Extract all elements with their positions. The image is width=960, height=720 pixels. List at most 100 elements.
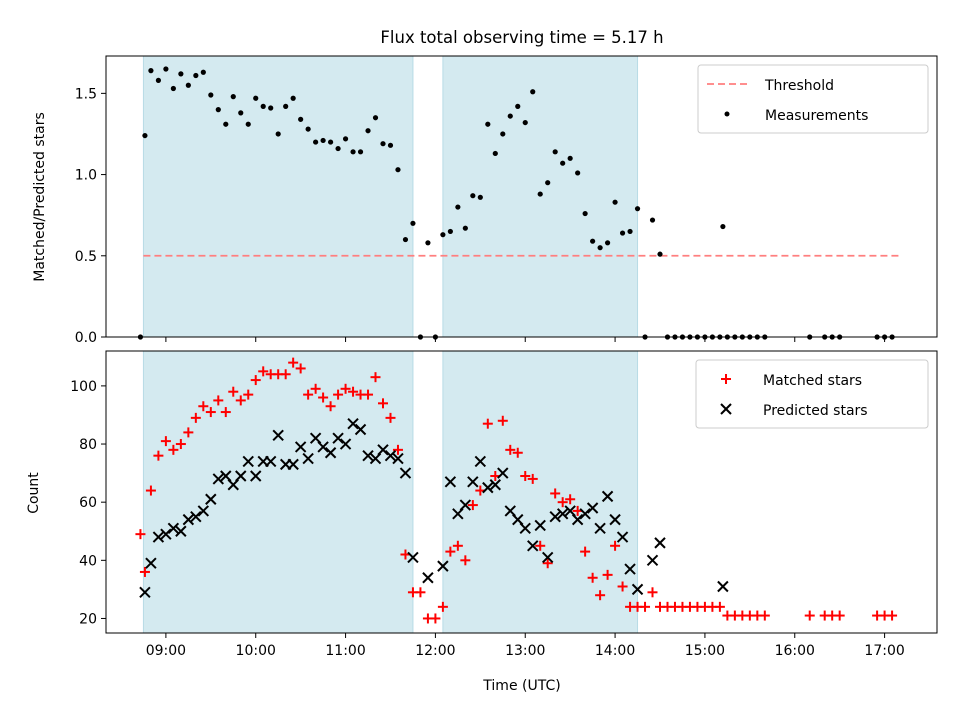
ratio-plot-frame [105,55,938,338]
matched-star-point [139,566,150,577]
measurement-point [590,238,596,244]
measurement-point [657,251,663,257]
predicted-star-point [571,513,584,526]
y-tick-label: 0.0 [75,330,97,346]
measurement-point [619,230,626,236]
matched-star-point [378,398,388,409]
predicted-star-point [616,531,629,543]
matched-star-point [235,395,246,406]
measurement-point [185,82,191,88]
y-tick-label: 40 [79,553,97,569]
measurement-point [335,145,341,152]
measurement-point [470,193,476,199]
measurement-point [350,149,356,155]
matched-star-point [295,363,306,374]
predicted-star-point [624,563,636,575]
ratio-legend: Threshold Measurements [697,64,929,134]
matched-star-point [228,386,239,397]
measurement-point [223,121,229,127]
matched-star-point [467,500,478,511]
measurement-point [552,149,558,155]
predicted-star-point [264,455,277,468]
measurement-point [522,119,528,126]
x-tick-label: 17:00 [864,643,904,659]
measurement-point [163,66,169,72]
measurement-point [178,71,184,77]
matched-star-point [714,601,725,612]
matched-star-point [250,375,261,386]
predicted-star-point [497,467,509,479]
measurement-point [440,232,446,238]
shaded-regions [142,55,639,338]
ratio-panel: 0.0 0.5 1.0 1.5 Matched/Predicted stars Thr… [32,55,938,346]
matched-star-point [550,488,561,499]
measurement-point [720,223,726,230]
measurement-point [402,236,409,243]
matched-star-point [452,540,463,551]
predicted-star-point [317,441,329,453]
predicted-star-point [579,508,591,520]
predicted-star-point [422,572,434,584]
predicted-star-point [482,481,494,494]
x-tick-label: 16:00 [775,643,815,659]
predicted-star-point [519,522,531,535]
measurement-point [365,128,371,134]
matched-star-point [460,555,471,566]
predicted-star-point [444,476,457,488]
predicted-star-point [362,449,374,462]
predicted-star-point [145,557,157,569]
matched-star-point [759,610,770,621]
matched-star-point [190,412,201,423]
predicted-star-point [556,508,569,520]
count-y-ticks: 20 40 60 80 100 [70,379,106,627]
matched-star-point [198,401,209,412]
matched-star-point [318,392,329,403]
measurement-point [260,103,266,109]
predicted-star-point [534,519,546,532]
predicted-star-point [332,432,344,444]
matched-star-point [595,590,606,601]
predicted-star-point [549,511,561,523]
predicted-star-point [175,525,187,537]
matched-star-point [804,610,815,621]
x-tick-label: 12:00 [415,643,455,659]
predicted-star-point [139,586,151,599]
predicted-star-point [601,490,614,503]
measurement-point [597,245,603,251]
predicted-star-point [197,505,210,517]
measurement-point [320,137,326,144]
count-x-ticks: 09:00 10:00 11:00 12:00 13:00 14:00 15:00 16:00… [146,633,905,659]
shaded-regions [142,350,639,634]
matched-star-point [310,383,321,394]
predicted-star-point [354,423,367,436]
measurement-point [298,116,304,122]
matched-star-point [520,471,531,482]
measurement-point [530,89,536,95]
matched-star-point [183,427,194,438]
predicted-star-point [594,522,606,535]
measurement-point [575,170,581,176]
matched-star-point [333,389,344,400]
measurement-point [567,155,573,161]
measurement-point [515,103,521,109]
matched-star-point [445,546,456,557]
matched-star-point [325,401,336,412]
predicted-star-point [294,441,307,453]
predicted-star-point [392,452,404,465]
measurements-legend-swatch [724,111,730,117]
y-tick-label: 1.0 [75,168,97,184]
threshold-legend-label: Threshold [764,78,834,94]
figure-title: Flux total observing time = 5.17 h [380,28,663,47]
x-tick-label: 13:00 [505,643,545,659]
matched-star-point [542,558,553,569]
measurement-point [604,240,611,246]
measurement-point [290,95,296,101]
measurement-point [305,126,311,132]
count-plot-frame [105,350,938,634]
x-tick-label: 11:00 [325,643,365,659]
predicted-star-point [384,449,397,462]
matched-star-point [430,613,441,624]
observing-window-2 [442,350,639,634]
measurement-point [507,113,513,119]
